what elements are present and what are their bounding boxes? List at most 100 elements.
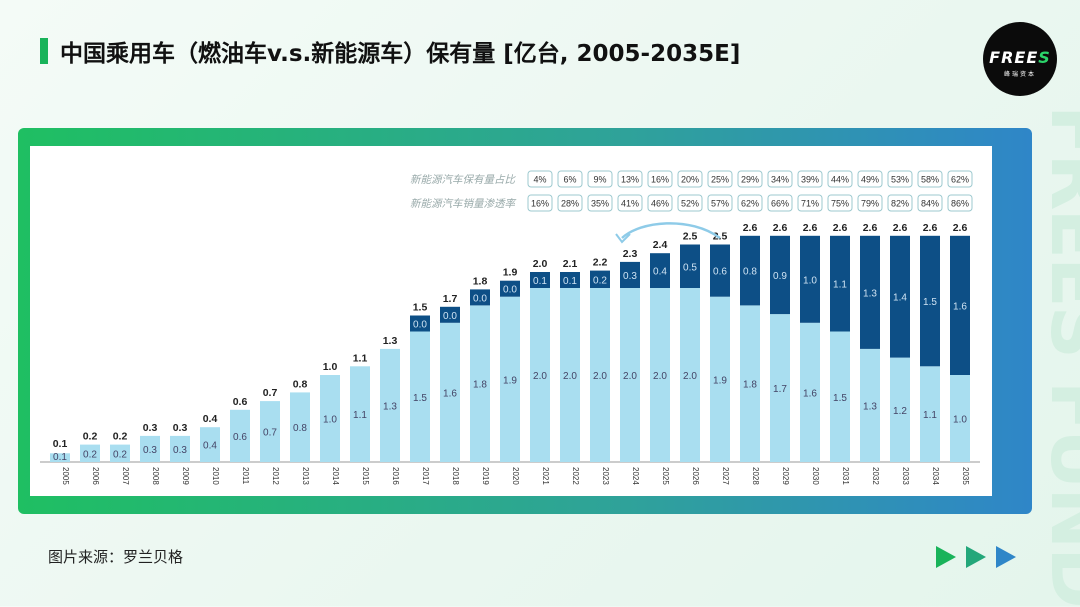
label-nev-2034: 1.5: [923, 297, 937, 308]
watermark: FREES FUND: [1034, 105, 1080, 607]
table-cell-box: [557, 170, 583, 188]
label-fuel-2013: 0.8: [293, 423, 307, 434]
label-nev-2033: 1.4: [893, 293, 907, 304]
label-fuel-2019: 1.8: [473, 380, 487, 391]
bar-nev-2025: [650, 253, 670, 288]
label-nev-2026: 0.5: [683, 262, 697, 273]
tick-label-2006: 2006: [91, 467, 100, 485]
table-cell-box: [947, 194, 973, 212]
table-cell-box: [947, 170, 973, 188]
table-cell-value: 16%: [651, 175, 669, 185]
table-cell-box: [737, 170, 763, 188]
label-total-2006: 0.2: [83, 431, 98, 443]
label-total-2030: 2.6: [803, 222, 818, 234]
label-fuel-2032: 1.3: [863, 401, 877, 412]
table-cell-box: [617, 194, 643, 212]
label-total-2009: 0.3: [173, 422, 188, 434]
bar-fuel-2007: [110, 444, 130, 462]
tick-label-2023: 2023: [601, 467, 610, 485]
tick-label-2031: 2031: [841, 467, 850, 485]
label-fuel-2021: 2.0: [533, 371, 547, 382]
label-fuel-2008: 0.3: [143, 445, 157, 456]
tick-label-2016: 2016: [391, 467, 400, 485]
label-total-2022: 2.1: [563, 258, 578, 270]
tick-label-2015: 2015: [361, 467, 370, 485]
bar-nev-2034: [920, 235, 940, 367]
bar-fuel-2011: [230, 409, 250, 462]
table-cell-box: [767, 194, 793, 212]
table-cell-value: 25%: [711, 175, 729, 185]
table-cell-value: 13%: [621, 175, 639, 185]
stacked-bar-chart: 0.1 0.1 2005 0.2 0.2 2006 0.2 0.2 2007 0.3 0.3 2008…: [40, 170, 980, 485]
label-fuel-2031: 1.5: [833, 393, 847, 404]
label-nev-2020: 0.0: [503, 285, 517, 296]
table-cell-value: 46%: [651, 199, 669, 209]
bar-nev-2029: [770, 235, 790, 315]
table-cell-box: [617, 170, 643, 188]
table-cell-box: [917, 170, 943, 188]
table-row-label: 新能源汽车保有量占比: [410, 174, 516, 186]
label-fuel-2006: 0.2: [83, 449, 97, 460]
tick-label-2027: 2027: [721, 467, 730, 485]
tick-label-2017: 2017: [421, 467, 430, 485]
label-nev-2021: 0.1: [533, 276, 547, 287]
table-cell-box: [887, 194, 913, 212]
label-nev-2027: 0.6: [713, 267, 727, 278]
label-fuel-2007: 0.2: [113, 449, 127, 460]
bar-fuel-2035: [950, 375, 970, 462]
table-cell-value: 34%: [771, 175, 789, 185]
table-cell-value: 35%: [591, 199, 609, 209]
label-total-2034: 2.6: [923, 222, 938, 234]
table-cell-value: 53%: [891, 175, 909, 185]
label-nev-2035: 1.6: [953, 301, 967, 312]
bar-nev-2017: [410, 315, 430, 332]
tick-label-2007: 2007: [121, 467, 130, 485]
label-fuel-2028: 1.8: [743, 380, 757, 391]
bar-fuel-2022: [560, 288, 580, 462]
tick-label-2011: 2011: [241, 467, 250, 485]
label-total-2005: 0.1: [53, 438, 68, 450]
label-fuel-2026: 2.0: [683, 371, 697, 382]
chart-area: 0.1 0.1 2005 0.2 0.2 2006 0.2 0.2 2007 0.3 0.3 2008…: [30, 146, 992, 496]
bar-nev-2033: [890, 235, 910, 358]
label-total-2020: 1.9: [503, 267, 518, 279]
table-cell-value: 28%: [561, 199, 579, 209]
bar-fuel-2024: [620, 288, 640, 462]
table-cell-value: 86%: [951, 199, 969, 209]
label-total-2012: 0.7: [263, 387, 278, 399]
page-title: 中国乘用车（燃油车v.s.新能源车）保有量 [亿台, 2005-2035E]: [60, 41, 741, 67]
source-caption: 图片来源：罗兰贝格: [48, 548, 184, 566]
label-total-2024: 2.3: [623, 248, 638, 260]
label-total-2017: 1.5: [413, 302, 428, 314]
table-cell-box: [767, 170, 793, 188]
label-total-2026: 2.5: [683, 231, 698, 243]
bar-fuel-2013: [290, 392, 310, 462]
bar-fuel-2006: [80, 444, 100, 462]
label-fuel-2035: 1.0: [953, 415, 967, 426]
bar-fuel-2031: [830, 331, 850, 462]
label-fuel-2009: 0.3: [173, 445, 187, 456]
bar-nev-2022: [560, 272, 580, 288]
table-cell-box: [647, 170, 673, 188]
label-fuel-2017: 1.5: [413, 393, 427, 404]
table-cell-box: [707, 170, 733, 188]
bar-nev-2019: [470, 289, 490, 306]
label-total-2014: 1.0: [323, 361, 338, 373]
label-total-2019: 1.8: [473, 275, 488, 287]
label-fuel-2011: 0.6: [233, 432, 247, 443]
tick-label-2030: 2030: [811, 467, 820, 485]
tick-label-2019: 2019: [481, 467, 490, 485]
table-cell-value: 9%: [593, 175, 606, 185]
label-fuel-2016: 1.3: [383, 401, 397, 412]
title-accent-bar: [40, 38, 48, 64]
tick-label-2008: 2008: [151, 467, 160, 485]
table-cell-value: 29%: [741, 175, 759, 185]
table-cell-value: 20%: [681, 175, 699, 185]
bar-fuel-2014: [320, 375, 340, 462]
label-total-2027: 2.5: [713, 231, 728, 243]
tick-label-2022: 2022: [571, 467, 580, 485]
table-cell-box: [707, 194, 733, 212]
tick-label-2012: 2012: [271, 467, 280, 485]
bar-nev-2035: [950, 235, 970, 375]
arrow-triangle-icon: [936, 546, 956, 568]
